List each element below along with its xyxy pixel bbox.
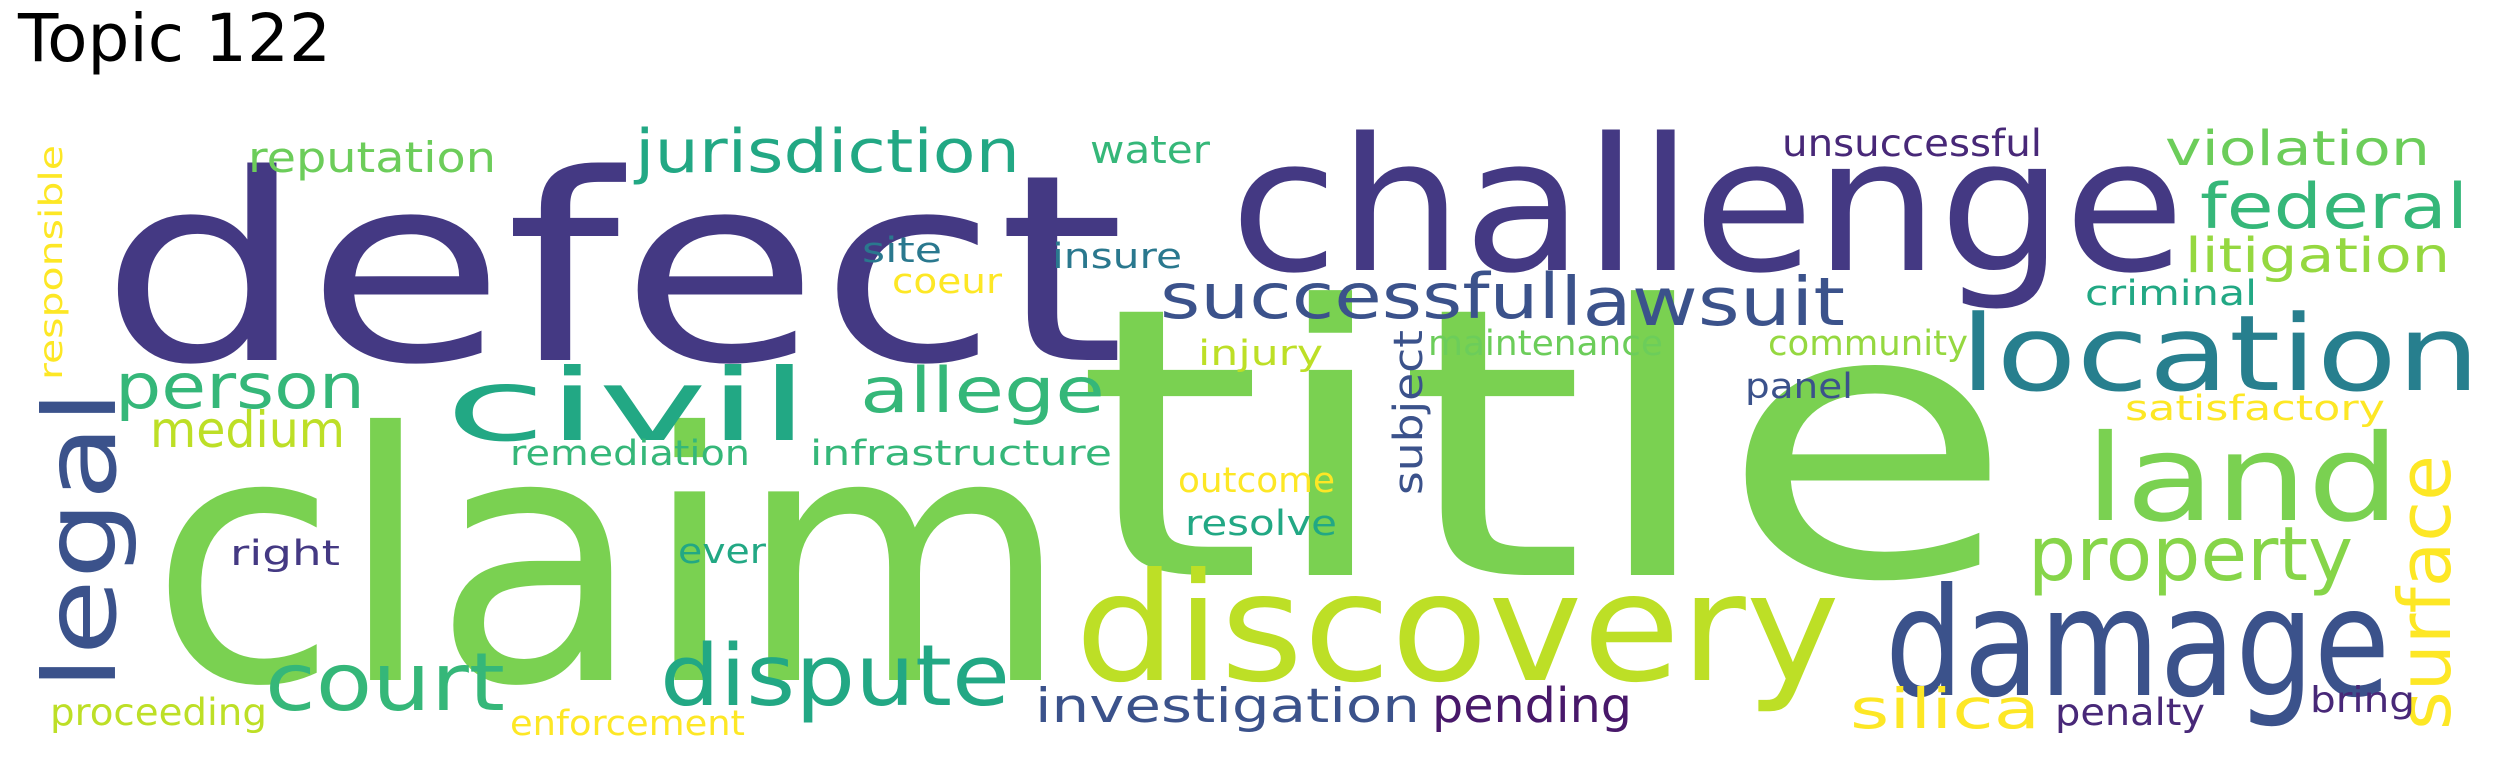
word-ever: ever: [678, 532, 767, 572]
word-dispute: dispute: [660, 627, 1010, 726]
word-right: right: [230, 534, 340, 574]
word-title: title: [1075, 228, 2015, 664]
word-insure: insure: [1052, 237, 1182, 277]
word-bring: bring: [2310, 680, 2415, 721]
word-community: community: [1768, 324, 1968, 364]
word-property: property: [2028, 510, 2353, 598]
word-panel: panel: [1745, 367, 1853, 407]
word-silica: silica: [1850, 677, 2040, 741]
word-location: location: [1960, 293, 2480, 415]
word-water: water: [1090, 128, 1210, 172]
word-site: site: [862, 231, 942, 271]
word-civil: civil: [445, 347, 810, 464]
word-investigation: investigation: [1035, 679, 1420, 734]
word-maintenance: maintenance: [1428, 324, 1663, 364]
word-defect: defect: [100, 120, 1125, 422]
word-remediation: remediation: [510, 434, 750, 474]
word-challenge: challenge: [1230, 98, 2185, 314]
word-successful: successful: [1160, 260, 1560, 333]
word-enforcement: enforcement: [510, 704, 745, 744]
word-subject: subject: [1386, 330, 1432, 495]
word-proceeding: proceeding: [50, 691, 267, 734]
word-court: court: [265, 636, 505, 729]
word-medium: medium: [150, 401, 345, 459]
word-criminal: criminal: [2085, 274, 2257, 314]
word-coeur: coeur: [892, 262, 1003, 302]
word-pending: pending: [1432, 678, 1632, 734]
word-responsible: responsible: [32, 145, 70, 380]
word-allege: allege: [860, 354, 1105, 427]
word-violation: violation: [2165, 121, 2430, 177]
word-surface: surface: [2383, 455, 2467, 730]
word-satisfactory: satisfactory: [2125, 389, 2385, 429]
word-discovery: discovery: [1075, 542, 1840, 716]
word-legal: legal: [22, 390, 139, 690]
word-reputation: reputation: [248, 133, 496, 182]
word-outcome: outcome: [1178, 461, 1335, 501]
word-resolve: resolve: [1185, 504, 1337, 544]
word-federal: federal: [2200, 170, 2468, 243]
word-litigation: litigation: [2185, 228, 2450, 284]
word-damage: damage: [1885, 557, 2390, 731]
word-infrastructure: infrastructure: [810, 434, 1112, 474]
word-person: person: [115, 350, 365, 423]
word-claim: claim: [150, 361, 1070, 762]
word-penalty: penalty: [2055, 691, 2205, 734]
word-jurisdiction: jurisdiction: [633, 117, 1020, 187]
word-land: land: [2085, 410, 2400, 549]
word-unsuccessful: unsuccessful: [1782, 122, 2042, 165]
figure-title: Topic 122: [18, 0, 331, 77]
word-lawsuit: lawsuit: [1560, 263, 1845, 341]
word-injury: injury: [1198, 334, 1323, 374]
